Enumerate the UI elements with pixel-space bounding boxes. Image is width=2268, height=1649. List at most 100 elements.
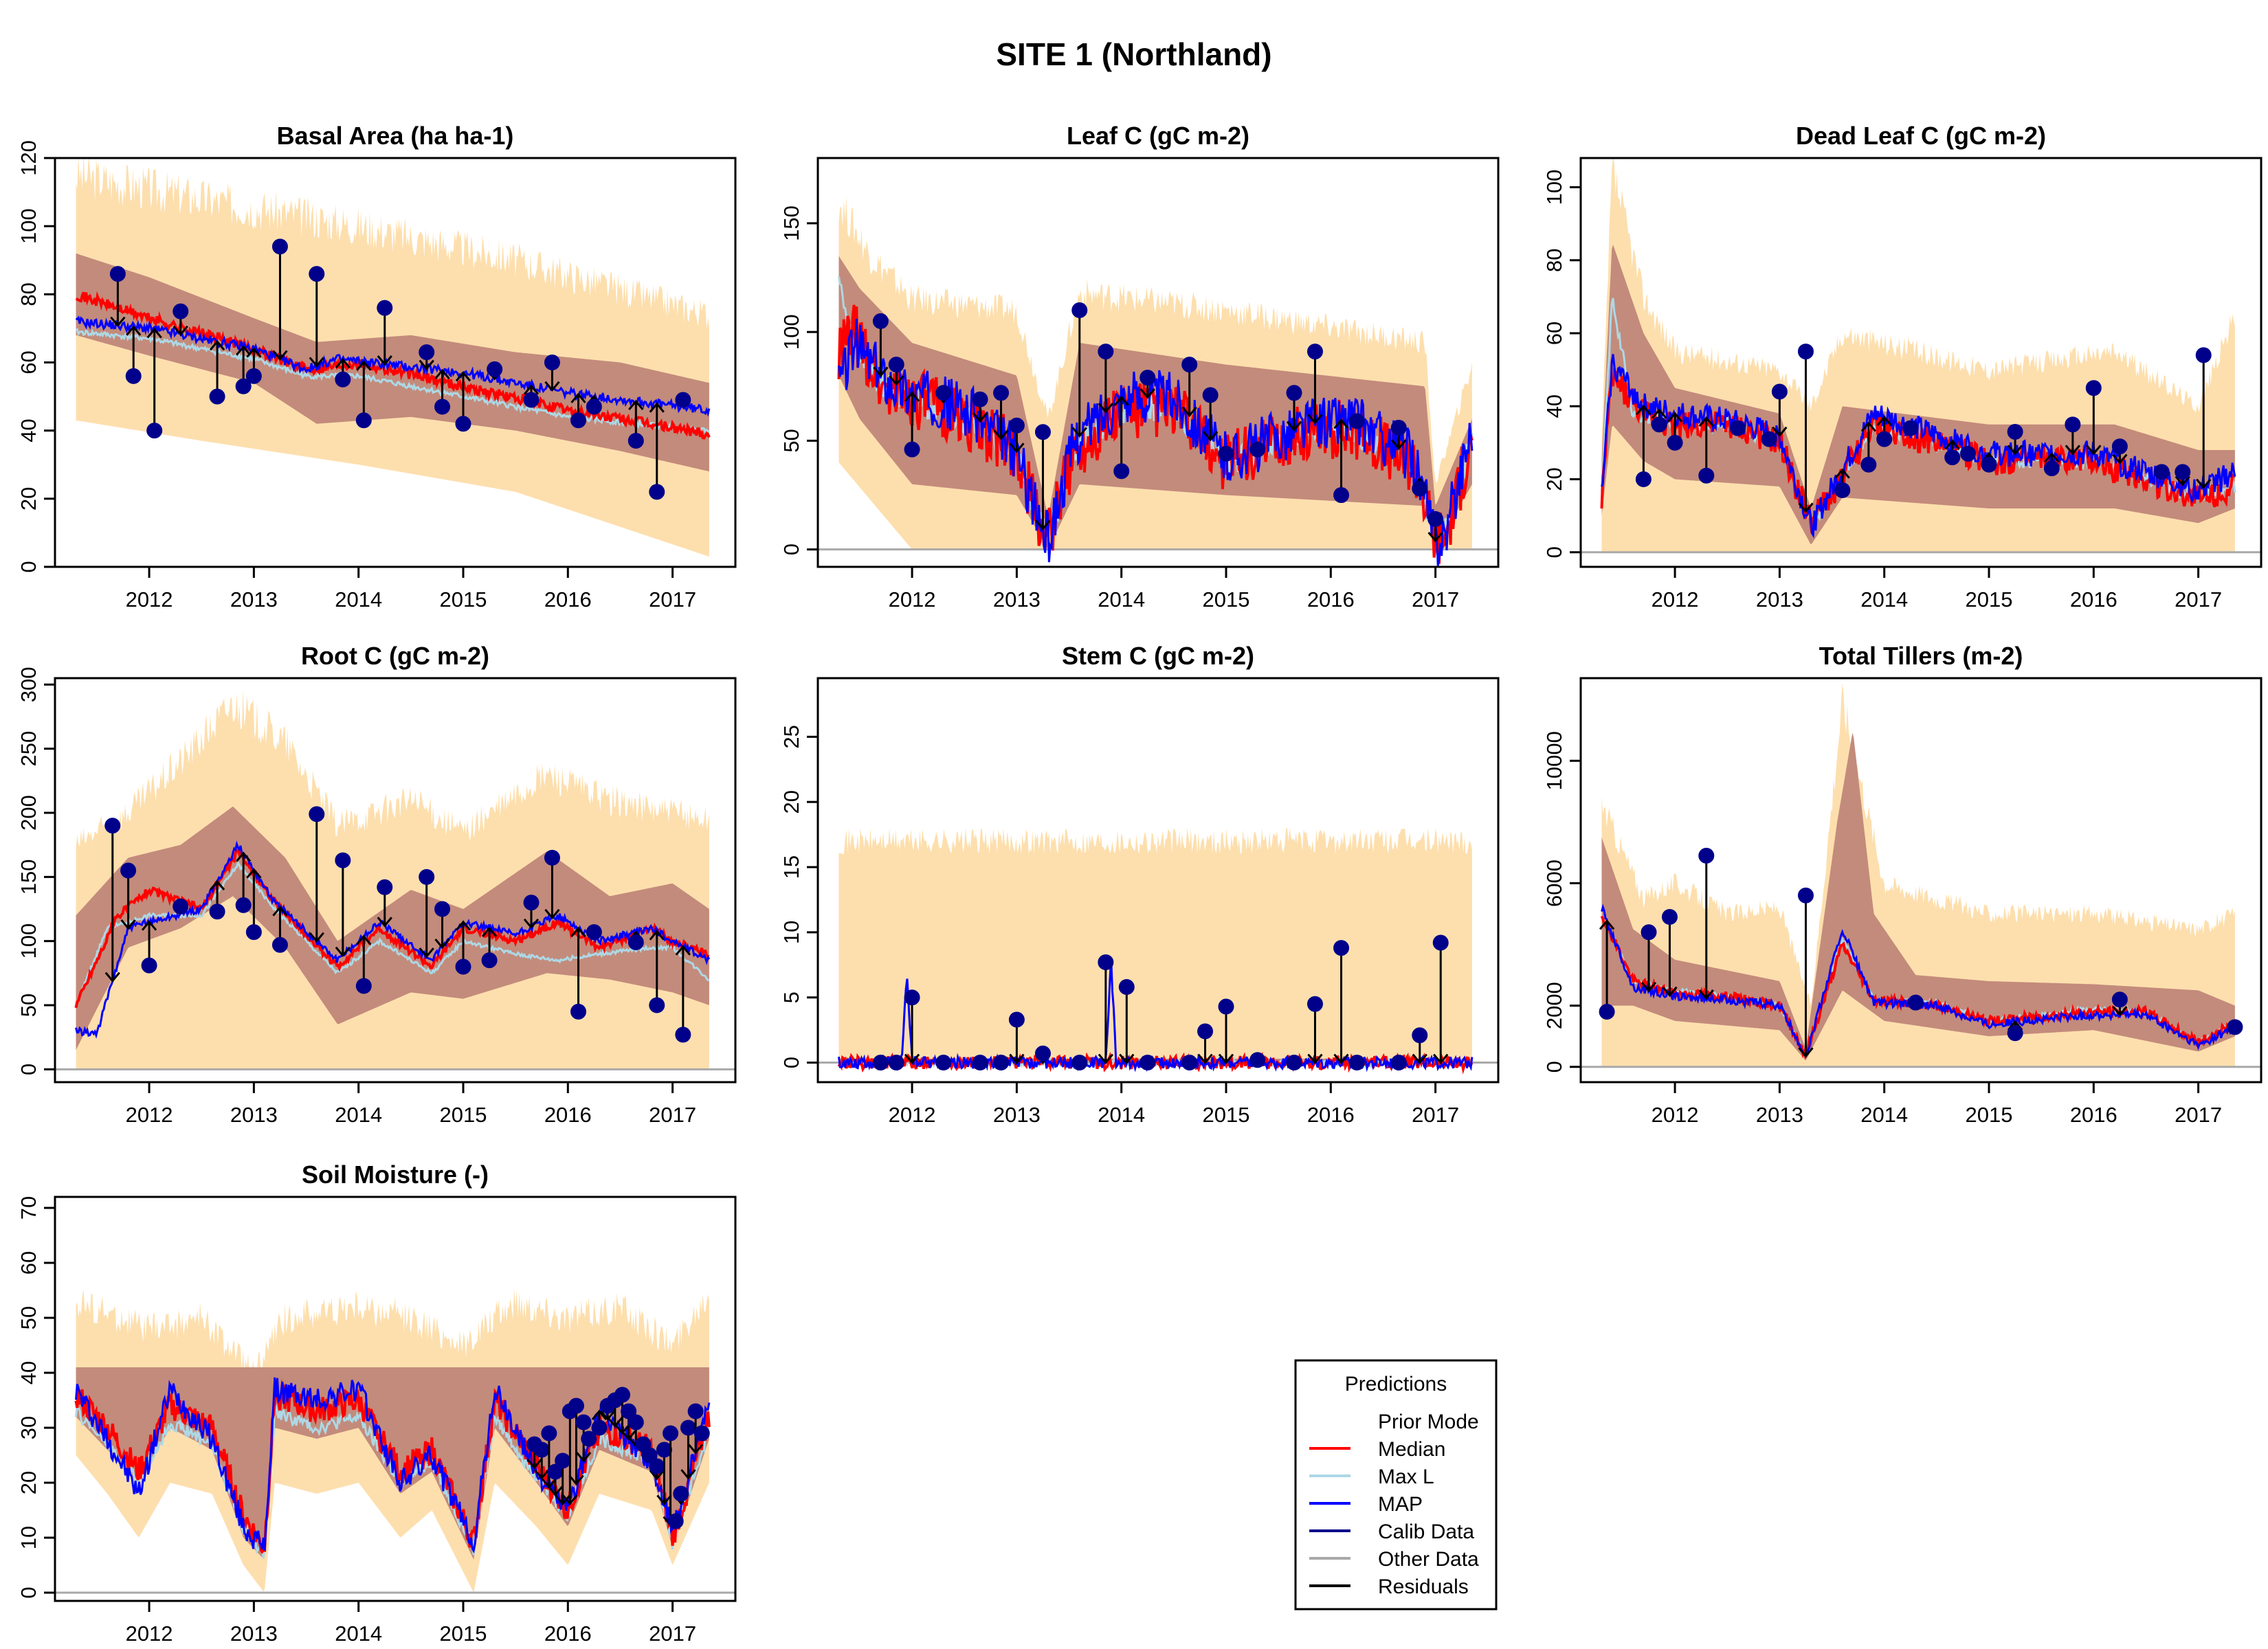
panel-title: Soil Moisture (-) bbox=[302, 1160, 489, 1189]
observation-point bbox=[1698, 847, 1715, 864]
observation-point bbox=[419, 344, 435, 361]
residual-arrowhead bbox=[1113, 395, 1129, 407]
residual-arrowhead bbox=[2112, 453, 2128, 464]
observation-point bbox=[1771, 383, 1788, 400]
observation-point bbox=[1960, 445, 1977, 462]
residual-arrowhead bbox=[2086, 445, 2102, 456]
residual-arrowhead bbox=[526, 1459, 542, 1470]
panel-root-c: Root C (gC m-2) 2012 2013 2014 2015 2016 2017 0… bbox=[16, 642, 737, 1127]
observation-point bbox=[2085, 380, 2102, 396]
residual-arrowhead bbox=[904, 391, 920, 402]
x-tick-label: 2015 bbox=[1203, 587, 1250, 612]
residual-arrowhead bbox=[568, 1474, 584, 1485]
observation-point bbox=[581, 1431, 597, 1447]
observation-point bbox=[235, 897, 252, 913]
observation-point bbox=[1599, 1004, 1615, 1020]
residual-arrowhead bbox=[570, 392, 586, 403]
observation-point bbox=[271, 936, 288, 953]
y-tick-label: 20 bbox=[1542, 467, 1566, 491]
observation-point bbox=[693, 1425, 710, 1442]
observation-point bbox=[1286, 385, 1302, 401]
residual-arrowhead bbox=[562, 1494, 578, 1505]
observation-point bbox=[1348, 1055, 1365, 1071]
observation-point bbox=[935, 385, 952, 401]
observation-point bbox=[972, 391, 988, 407]
residual-arrowhead bbox=[209, 879, 225, 890]
posterior-band bbox=[1601, 732, 2235, 1061]
observation-point bbox=[1098, 954, 1114, 970]
observation-point bbox=[935, 1055, 952, 1071]
panel-frame bbox=[54, 1196, 737, 1602]
x-tick-label: 2016 bbox=[1307, 1103, 1355, 1127]
panel-frame bbox=[816, 157, 1500, 568]
plot-area bbox=[818, 827, 1498, 1075]
observation-point bbox=[872, 1055, 889, 1071]
observation-point bbox=[541, 1425, 557, 1442]
x-tick-label: 2017 bbox=[649, 587, 696, 612]
x-tick-label: 2013 bbox=[993, 587, 1041, 612]
observation-point bbox=[173, 303, 189, 319]
legend-label: Other Data bbox=[1378, 1548, 1479, 1571]
map-line bbox=[838, 318, 1474, 566]
residual-arrowhead bbox=[675, 945, 691, 956]
y-tick-label: 20 bbox=[16, 1471, 41, 1494]
observation-point bbox=[614, 1387, 631, 1403]
observation-point bbox=[271, 238, 288, 255]
x-tick-label: 2013 bbox=[1756, 1103, 1803, 1127]
x-tick-label: 2013 bbox=[230, 587, 278, 612]
residual-arrowhead bbox=[547, 1485, 564, 1496]
panel-frame bbox=[816, 677, 1500, 1084]
observation-point bbox=[1797, 344, 1814, 360]
residual-arrowhead bbox=[309, 932, 324, 943]
residual-arrowhead bbox=[209, 339, 225, 351]
x-tick-label: 2014 bbox=[1860, 587, 1908, 612]
y-tick-label: 50 bbox=[16, 1306, 41, 1330]
observation-point bbox=[687, 1403, 704, 1420]
y-tick-label: 50 bbox=[16, 994, 41, 1017]
panel-frame bbox=[1579, 677, 2263, 1084]
observation-point bbox=[591, 1420, 608, 1436]
panel-title: Total Tillers (m-2) bbox=[1819, 642, 2023, 670]
residual-arrowhead bbox=[1772, 426, 1788, 438]
plot-area bbox=[55, 1288, 735, 1594]
y-tick-label: 40 bbox=[1542, 394, 1566, 418]
panel-stem-c: Stem C (gC m-2)2012 2013 2014 2015 2016 20170… bbox=[779, 642, 1500, 1127]
residual-arrowhead bbox=[2044, 451, 2060, 463]
residual-arrowhead bbox=[2196, 478, 2212, 489]
residual-arrowhead bbox=[1876, 415, 1892, 427]
y-tick-label: 0 bbox=[1542, 1061, 1566, 1073]
observation-point bbox=[544, 849, 560, 866]
residual-arrowhead bbox=[607, 1417, 623, 1428]
map-line bbox=[1601, 354, 2236, 539]
y-tick-label: 60 bbox=[16, 1251, 41, 1275]
panel-title: Basal Area (ha ha-1) bbox=[277, 122, 514, 150]
plot-area bbox=[55, 158, 735, 567]
y-tick-label: 2000 bbox=[1542, 982, 1566, 1029]
x-tick-label: 2014 bbox=[1860, 1103, 1908, 1127]
observation-point bbox=[1286, 1055, 1302, 1071]
observation-point bbox=[1427, 511, 1444, 527]
x-tick-label: 2017 bbox=[2175, 1103, 2222, 1127]
y-tick-label: 25 bbox=[779, 725, 803, 748]
observation-point bbox=[523, 895, 540, 911]
residual-arrowhead bbox=[1698, 989, 1714, 1000]
observation-point bbox=[1333, 487, 1350, 504]
y-tick-label: 10 bbox=[16, 1526, 41, 1549]
x-tick-label: 2017 bbox=[649, 1622, 696, 1646]
y-tick-label: 6000 bbox=[1542, 860, 1566, 907]
observation-point bbox=[1181, 357, 1198, 373]
observation-point bbox=[419, 868, 435, 885]
observation-point bbox=[141, 957, 157, 974]
x-tick-label: 2016 bbox=[544, 1103, 592, 1127]
y-tick-label: 0 bbox=[779, 543, 803, 555]
residual-arrowhead bbox=[576, 1452, 592, 1463]
residual-arrowhead bbox=[377, 917, 392, 928]
observation-point bbox=[627, 934, 644, 951]
y-tick-label: 40 bbox=[16, 1361, 41, 1384]
observation-point bbox=[1944, 449, 1961, 466]
residual-arrowhead bbox=[1798, 502, 1814, 513]
observation-point bbox=[675, 392, 691, 408]
residual-arrowhead bbox=[1412, 1053, 1427, 1064]
observation-point bbox=[649, 997, 665, 1013]
x-tick-label: 2014 bbox=[335, 1103, 382, 1127]
